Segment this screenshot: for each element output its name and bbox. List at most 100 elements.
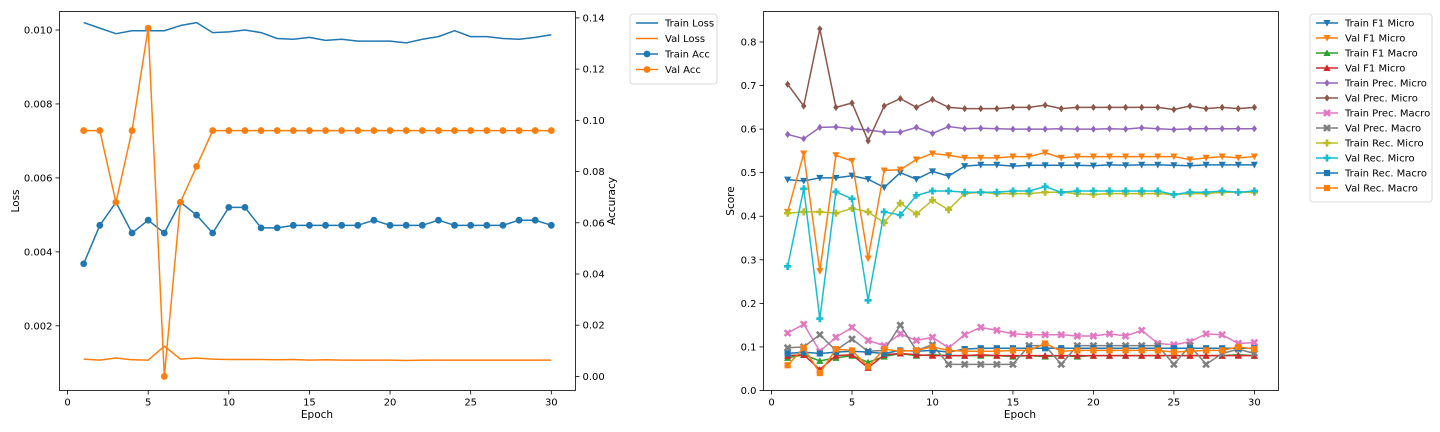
data-point	[1105, 187, 1114, 195]
x-tick-label: 10	[222, 398, 235, 409]
y-tick-label: 0.6	[741, 125, 757, 136]
data-point	[1137, 326, 1146, 335]
data-point	[1041, 330, 1050, 339]
data-point	[1218, 153, 1226, 161]
data-point	[1250, 338, 1259, 347]
series-train-acc	[80, 198, 555, 268]
data-point	[864, 255, 872, 263]
data-point	[1106, 347, 1113, 354]
data-point	[1186, 348, 1194, 355]
data-point	[1106, 125, 1113, 133]
data-point	[1121, 332, 1130, 340]
series-val-rec-micro	[784, 183, 1258, 323]
data-point	[944, 360, 953, 369]
data-point	[1009, 329, 1017, 338]
data-point	[515, 127, 523, 134]
data-point	[929, 95, 936, 104]
data-point	[435, 216, 442, 224]
data-point	[881, 128, 887, 136]
data-point	[896, 329, 905, 338]
data-point	[1057, 154, 1065, 162]
data-point	[1235, 105, 1241, 113]
data-point	[1122, 187, 1130, 195]
data-point	[160, 229, 168, 237]
data-point	[784, 80, 791, 88]
y-tick-label: 0.0	[741, 386, 757, 397]
legend-label: Val Acc	[665, 65, 701, 76]
legend-marker	[1323, 154, 1331, 162]
data-point	[815, 330, 824, 339]
data-point	[1186, 352, 1194, 359]
data-point	[1171, 125, 1177, 134]
data-point	[1218, 187, 1226, 195]
data-point	[1219, 125, 1225, 133]
data-point	[1218, 330, 1227, 339]
legend-marker	[643, 66, 651, 73]
data-point	[783, 343, 792, 352]
data-point	[257, 127, 265, 134]
data-point	[832, 346, 840, 353]
data-point	[1042, 101, 1048, 109]
data-point	[1009, 163, 1017, 170]
data-point	[1170, 153, 1178, 161]
data-point	[1057, 162, 1065, 169]
data-point	[977, 348, 984, 355]
data-point	[944, 152, 953, 159]
y-tick-label: 0.14	[583, 13, 605, 24]
data-point	[880, 208, 888, 216]
data-point	[1234, 154, 1242, 162]
data-point	[833, 123, 839, 131]
data-point	[800, 150, 808, 158]
data-point	[483, 127, 491, 134]
data-point	[978, 105, 984, 113]
legend-marker	[1324, 94, 1330, 102]
legend-marker	[1323, 124, 1331, 132]
data-point	[209, 127, 217, 134]
data-point	[816, 208, 824, 216]
data-point	[800, 185, 808, 193]
data-point	[1089, 187, 1098, 195]
data-point	[977, 154, 985, 162]
legend-item: Val Acc	[636, 65, 701, 76]
data-point	[1122, 153, 1130, 161]
data-point	[928, 187, 937, 195]
data-point	[1026, 103, 1032, 111]
data-point	[1251, 346, 1258, 353]
data-point	[816, 369, 823, 377]
data-point	[1170, 352, 1178, 359]
data-point	[912, 176, 920, 183]
data-point	[467, 221, 475, 229]
legend-label: Val Loss	[665, 34, 705, 45]
data-point	[816, 174, 824, 182]
y-tick-label: 0.7	[741, 81, 757, 92]
data-point	[1250, 161, 1258, 169]
data-point	[832, 333, 840, 342]
data-point	[832, 174, 840, 182]
data-point	[1138, 153, 1146, 161]
data-point	[1009, 352, 1017, 359]
plot-area	[783, 25, 1259, 377]
data-point	[1057, 352, 1065, 359]
y-axis-right-ticks: 0.00 0.02 0.04 0.06 0.08 0.10 0.12 0.14	[575, 13, 605, 383]
data-point	[944, 173, 953, 180]
legend: Train F1 Micro Val F1 Micro Train F1 Macro…	[1309, 13, 1433, 203]
data-point	[913, 123, 920, 131]
data-point	[880, 167, 888, 175]
legend-item: Train Rec. Macro	[1316, 169, 1427, 180]
x-tick-label: 5	[145, 398, 151, 409]
legend-item: Val Prec. Macro	[1316, 124, 1421, 135]
legend-marker	[1323, 169, 1331, 177]
data-point	[928, 168, 937, 175]
data-point	[80, 260, 88, 268]
data-point	[913, 347, 920, 354]
data-point	[1138, 187, 1146, 195]
data-point	[865, 349, 872, 356]
data-point	[784, 362, 791, 369]
y-tick-label: 0.04	[583, 269, 605, 280]
data-point	[1203, 105, 1209, 113]
data-point	[112, 198, 120, 206]
data-point	[209, 229, 217, 237]
data-point	[128, 229, 136, 237]
data-point	[531, 216, 539, 224]
data-point	[1202, 347, 1210, 354]
